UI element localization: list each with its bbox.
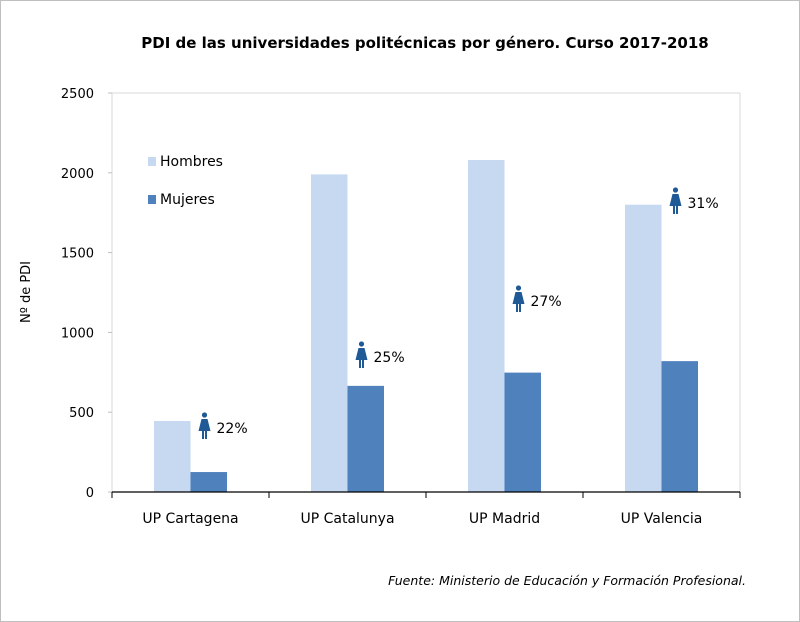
legend-swatch [148, 157, 156, 166]
woman-icon [355, 341, 368, 368]
percent-label: 31% [688, 196, 719, 212]
x-tick-label: UP Cartagena [142, 511, 238, 527]
legend-label: Mujeres [160, 192, 215, 208]
y-tick-label: 2500 [61, 87, 94, 102]
woman-icon [198, 412, 211, 439]
bar-hombres [468, 160, 505, 493]
bar-mujeres [347, 385, 384, 492]
y-tick-label: 1500 [61, 247, 94, 262]
bar-hombres [154, 420, 191, 492]
percent-label: 27% [531, 294, 562, 310]
percent-label: 25% [374, 350, 405, 366]
x-tick-label: UP Madrid [469, 511, 540, 527]
bar-hombres [625, 204, 662, 492]
x-tick-label: UP Catalunya [300, 511, 394, 527]
y-tick-label: 2000 [61, 167, 94, 182]
y-axis-label: Nº de PDI [19, 261, 34, 323]
y-tick-label: 500 [69, 406, 94, 421]
woman-icon [669, 187, 682, 214]
bar-mujeres [504, 372, 541, 492]
chart-title: PDI de las universidades politécnicas po… [141, 34, 709, 52]
x-tick-label: UP Valencia [621, 511, 703, 527]
legend-label: Hombres [160, 154, 223, 170]
y-tick-label: 1000 [61, 326, 94, 341]
woman-icon [512, 285, 525, 312]
bar-hombres [311, 174, 348, 492]
bar-mujeres [190, 472, 227, 492]
legend-swatch [148, 195, 156, 204]
percent-label: 22% [217, 421, 248, 437]
bar-mujeres [661, 361, 698, 492]
source-note: Fuente: Ministerio de Educación y Formac… [388, 573, 746, 588]
y-tick-label: 0 [86, 486, 94, 501]
